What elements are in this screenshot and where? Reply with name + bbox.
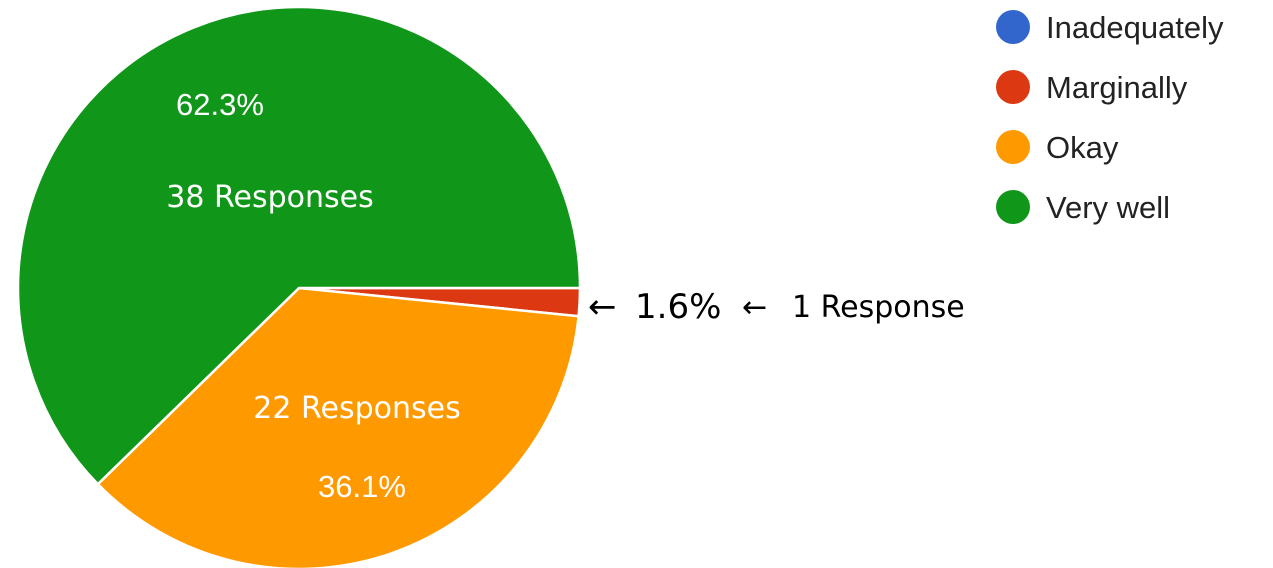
legend-swatch-very-well xyxy=(996,190,1030,224)
marginally-annotation: ← 1.6% ← 1 Response xyxy=(588,287,965,327)
legend-swatch-marginally xyxy=(996,70,1030,104)
pie-slice-okay xyxy=(96,286,580,568)
legend-item-inadequately: Inadequately xyxy=(996,10,1224,45)
pie-slices xyxy=(16,5,582,568)
legend-label-very-well: Very well xyxy=(1046,190,1170,225)
very-well-percent-label: 62.3% xyxy=(176,87,264,122)
legend-item-marginally: Marginally xyxy=(996,70,1188,105)
legend-label-marginally: Marginally xyxy=(1046,70,1188,105)
annotation-arrow-1: ← xyxy=(588,287,617,327)
legend-swatch-okay xyxy=(996,130,1030,164)
legend-label-inadequately: Inadequately xyxy=(1046,10,1224,45)
legend-item-very-well: Very well xyxy=(996,190,1170,225)
legend-swatch-inadequately xyxy=(996,10,1030,44)
annotation-responses: 1 Response xyxy=(792,290,965,325)
annotation-percent: 1.6% xyxy=(635,287,721,327)
okay-percent-label: 36.1% xyxy=(318,469,406,504)
legend-item-okay: Okay xyxy=(996,130,1119,165)
okay-responses-label: 22 Responses xyxy=(253,391,460,426)
legend: Inadequately Marginally Okay Very well xyxy=(996,10,1224,225)
very-well-responses-label: 38 Responses xyxy=(166,180,373,215)
annotation-arrow-2: ← xyxy=(742,290,767,325)
legend-label-okay: Okay xyxy=(1046,130,1119,165)
pie-slice-very-well xyxy=(16,5,582,486)
